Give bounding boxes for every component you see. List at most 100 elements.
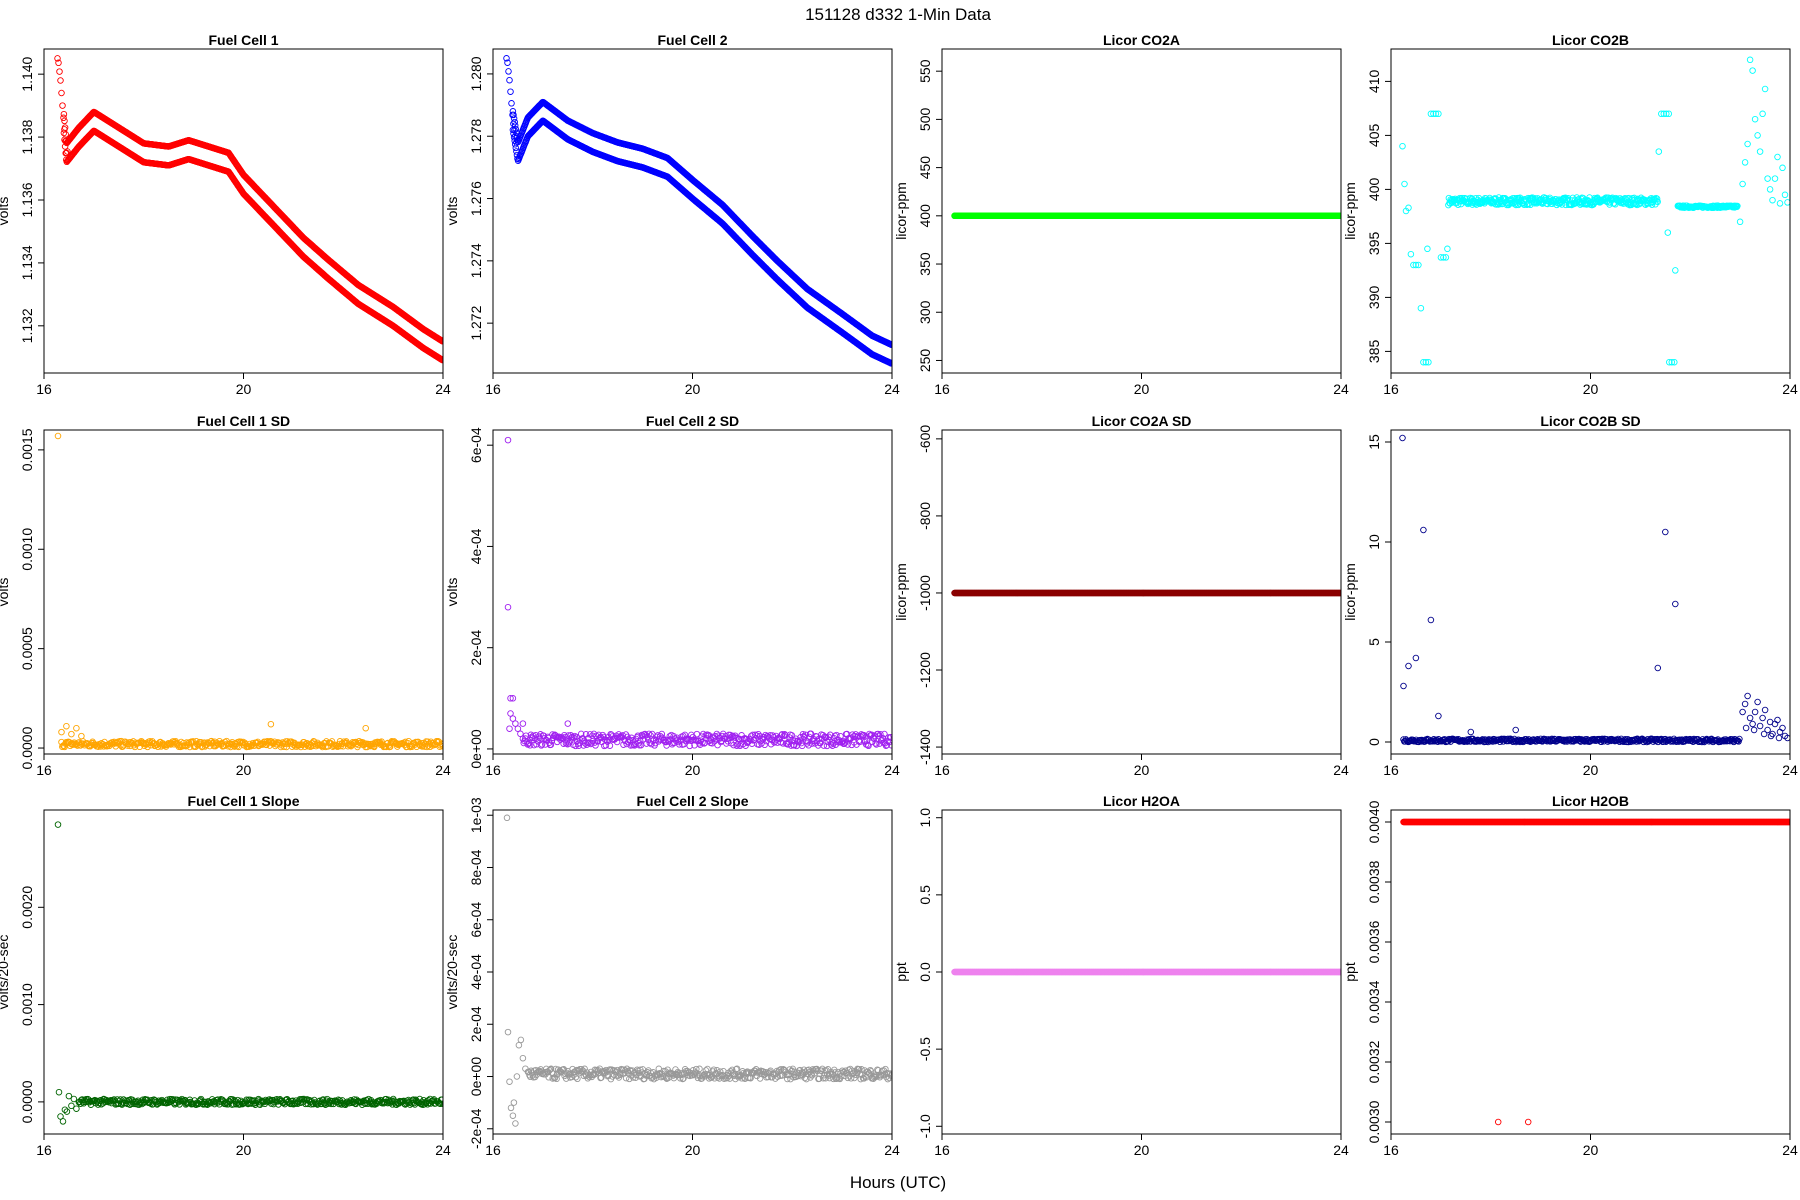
data-point xyxy=(512,720,519,727)
data-point xyxy=(634,732,642,740)
panel-title: Fuel Cell 1 xyxy=(208,32,278,48)
panel-title: Fuel Cell 2 SD xyxy=(646,413,739,429)
y-tick-label: 1.136 xyxy=(19,182,35,217)
data-point xyxy=(1653,195,1661,203)
data-point xyxy=(54,55,61,62)
data-point xyxy=(339,740,346,747)
data-point xyxy=(510,120,517,128)
data-point xyxy=(1658,110,1665,118)
data-point xyxy=(658,730,666,738)
data-point xyxy=(56,68,63,75)
y-axis-label: volts xyxy=(444,197,460,226)
data-point xyxy=(1440,254,1447,261)
y-tick-label: 0e+00 xyxy=(468,729,484,769)
data-point xyxy=(820,742,828,749)
data-point xyxy=(1401,180,1408,188)
data-point xyxy=(872,740,879,747)
data-point xyxy=(676,741,683,748)
data-point xyxy=(509,715,517,722)
data-point xyxy=(57,77,64,84)
x-tick-label: 16 xyxy=(485,762,501,778)
y-tick-label: 250 xyxy=(917,349,933,373)
y-tick-label: 6e-04 xyxy=(468,427,484,463)
data-point xyxy=(1741,159,1749,166)
data-point xyxy=(782,732,789,739)
data-point xyxy=(506,725,513,732)
data-point xyxy=(1664,229,1672,236)
data-point xyxy=(438,740,443,748)
data-point xyxy=(511,118,518,126)
data-point xyxy=(55,59,62,67)
data-point xyxy=(647,732,654,739)
data-point xyxy=(509,695,517,702)
data-point xyxy=(504,59,511,66)
data-point xyxy=(1776,200,1784,207)
panel-title: Licor CO2A xyxy=(1103,32,1180,48)
data-point xyxy=(1781,191,1789,199)
data-point xyxy=(1749,67,1756,74)
plot-frame xyxy=(43,429,444,755)
data-point xyxy=(511,126,518,134)
data-point xyxy=(504,436,512,444)
data-point xyxy=(1420,358,1427,366)
data-point xyxy=(1756,148,1764,155)
x-tick-label: 24 xyxy=(1782,381,1798,397)
plot-frame xyxy=(1390,48,1791,374)
data-point xyxy=(1784,199,1790,206)
data-point xyxy=(1424,245,1431,253)
data-point xyxy=(513,139,520,146)
data-point xyxy=(60,110,68,118)
x-tick-label: 20 xyxy=(236,762,252,778)
x-tick-label: 20 xyxy=(685,381,701,397)
data-point xyxy=(1754,132,1761,139)
data-point xyxy=(509,108,517,115)
y-axis-label: volts xyxy=(0,578,11,607)
x-tick-label: 20 xyxy=(1134,762,1150,778)
data-point xyxy=(511,122,519,129)
data-point xyxy=(1655,148,1663,155)
x-tick-label: 24 xyxy=(884,762,900,778)
data-point xyxy=(699,739,706,746)
y-tick-label: 400 xyxy=(917,204,933,228)
panel-title: Fuel Cell 2 xyxy=(657,32,727,48)
data-point xyxy=(1654,198,1661,206)
plot-frame xyxy=(941,48,1342,374)
data-point xyxy=(638,731,646,739)
data-point xyxy=(507,88,514,95)
data-point xyxy=(1407,250,1415,258)
data-point xyxy=(1437,254,1445,261)
y-tick-label: 385 xyxy=(1366,340,1382,364)
x-axis-label: Hours (UTC) xyxy=(850,1173,946,1192)
data-point xyxy=(503,55,510,62)
data-point xyxy=(636,737,644,745)
data-point xyxy=(730,741,737,749)
data-point xyxy=(700,740,708,747)
data-point xyxy=(1430,110,1437,118)
x-tick-label: 16 xyxy=(934,381,950,397)
y-tick-label: 0.0010 xyxy=(19,528,35,571)
y-axis-label: licor-ppm xyxy=(1342,182,1358,240)
data-point xyxy=(1734,202,1741,210)
plot-frame xyxy=(43,48,444,374)
data-point xyxy=(1751,115,1759,123)
data-point xyxy=(526,742,534,749)
data-point xyxy=(519,720,527,727)
y-tick-label: 0.0000 xyxy=(19,726,35,769)
data-point xyxy=(606,742,614,749)
y-tick-label: 1.274 xyxy=(468,243,484,278)
data-point xyxy=(1739,180,1746,188)
data-point xyxy=(806,733,813,741)
data-point xyxy=(683,735,690,742)
y-axis-label: volts xyxy=(444,578,460,607)
data-point xyxy=(1779,164,1786,172)
data-point xyxy=(1405,204,1412,212)
y-tick-label: 1.132 xyxy=(19,308,35,343)
y-axis-label: volts xyxy=(0,197,11,226)
x-tick-label: 20 xyxy=(1134,381,1150,397)
data-point xyxy=(1417,304,1425,312)
data-point xyxy=(1766,186,1774,193)
data-points xyxy=(504,436,892,750)
data-point xyxy=(1771,175,1779,182)
data-point xyxy=(61,117,68,125)
